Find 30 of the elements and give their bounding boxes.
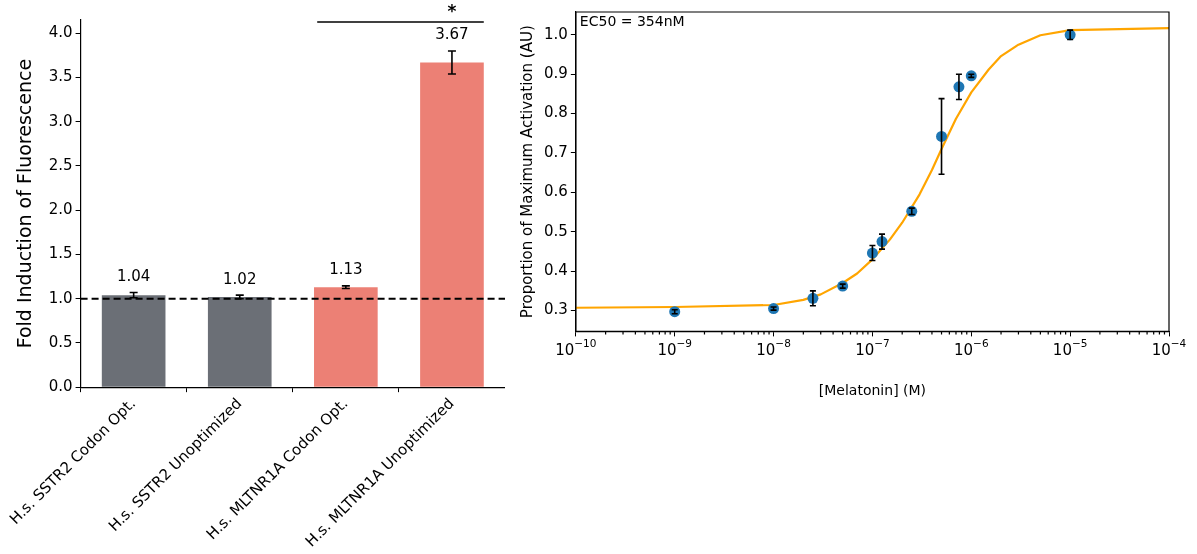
y-axis-title: Proportion of Maximum Activation (AU): [517, 25, 536, 319]
data-label: 1.02: [223, 269, 257, 288]
y-tick-label: 0.5: [544, 221, 568, 240]
y-tick-label: 0.8: [544, 103, 568, 122]
data-label: 1.13: [329, 260, 363, 279]
y-tick-label: 0.5: [48, 332, 73, 351]
y-tick-label: 0.7: [544, 142, 568, 161]
data-label: 3.67: [435, 25, 469, 44]
annotation: *: [447, 0, 457, 21]
bar: [207, 296, 272, 387]
y-tick-label: 0.4: [544, 261, 568, 280]
y-tick-label: 0.6: [544, 182, 568, 201]
bar: [314, 287, 378, 387]
x-axis-title: [Melatonin] (M): [818, 382, 927, 399]
y-tick-label: 0.0: [48, 377, 73, 396]
y-tick-label: 2.0: [48, 200, 73, 219]
y-tick-label: 4.0: [48, 23, 73, 42]
y-axis-title: Fold Induction of Fluorescence: [13, 58, 36, 349]
data-label: 1.04: [116, 266, 151, 285]
y-tick-label: 3.0: [48, 111, 73, 130]
bar: [101, 295, 166, 387]
y-tick-label: 3.5: [48, 67, 73, 86]
y-tick-label: 1.5: [48, 244, 73, 263]
annotation: EC50 = 354nM: [579, 12, 685, 29]
y-tick-label: 1.0: [544, 24, 568, 43]
y-tick-label: 0.9: [544, 64, 568, 83]
bar: [420, 62, 484, 387]
y-tick-label: 1.0: [48, 288, 73, 307]
y-tick-label: 0.3: [544, 300, 568, 319]
y-tick-label: 2.5: [48, 155, 73, 174]
